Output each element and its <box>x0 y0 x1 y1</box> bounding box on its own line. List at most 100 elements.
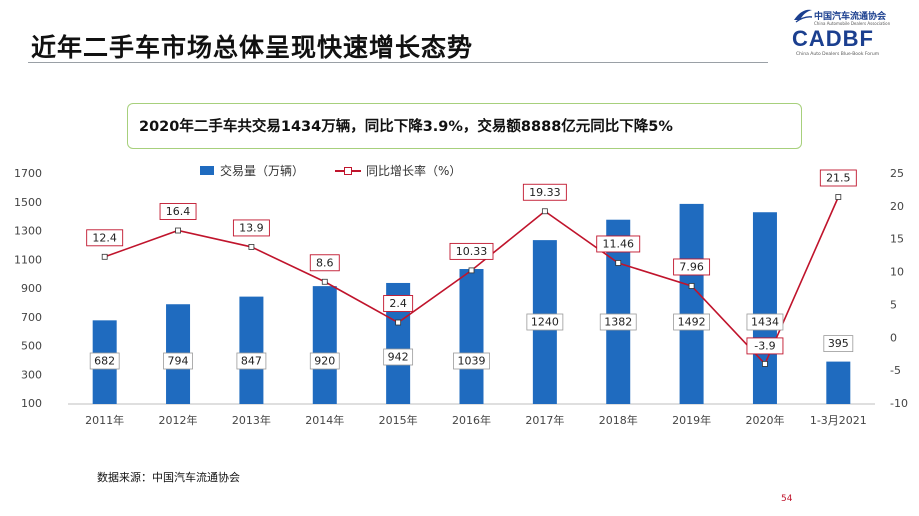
bar-value-label: 395 <box>828 337 849 350</box>
point-value-label: 10.33 <box>456 245 488 258</box>
bar-value-label: 920 <box>314 355 335 368</box>
legend-bar-label: 交易量（万辆） <box>220 164 305 178</box>
line-point <box>101 253 108 260</box>
bar-value-label: 1382 <box>604 316 632 329</box>
bar-value-box <box>163 352 193 370</box>
y-left-tick-label: 500 <box>21 340 42 353</box>
line-point <box>321 278 328 285</box>
point-value-box <box>673 258 711 276</box>
x-tick-label: 2011年 <box>85 413 124 427</box>
bar <box>459 269 484 404</box>
x-tick-label: 2018年 <box>599 413 638 427</box>
line-point <box>835 194 842 200</box>
point-value-label: 21.5 <box>826 172 851 185</box>
x-tick-label: 2019年 <box>672 413 711 427</box>
logo-emblem-icon <box>794 9 813 23</box>
title-divider <box>28 62 768 63</box>
y-right-tick-label: -10 <box>890 397 908 410</box>
point-value-label: 16.4 <box>166 205 191 218</box>
x-tick-label: 2012年 <box>159 413 198 427</box>
legend-bar-swatch <box>200 166 214 175</box>
logo-main-text: CADBF <box>792 26 874 51</box>
x-tick-label: 2015年 <box>379 413 418 427</box>
y-left-tick-label: 700 <box>21 311 42 324</box>
logo-sub-text: China Auto Dealers Blue-Book Forum <box>796 52 880 57</box>
bar-value-label: 682 <box>94 355 115 368</box>
bar-value-box <box>599 313 637 331</box>
point-value-label: 19.33 <box>529 186 561 199</box>
line-point <box>395 319 402 326</box>
point-value-box <box>232 219 270 237</box>
y-left-tick-label: 100 <box>21 397 42 410</box>
point-value-box <box>383 295 414 312</box>
bar-value-box <box>309 352 340 370</box>
bar-value-box <box>746 313 784 331</box>
point-value-label: 13.9 <box>239 221 264 234</box>
x-tick-label: 2013年 <box>232 413 271 427</box>
bar-value-label: 1492 <box>678 316 706 329</box>
point-value-label: 11.46 <box>602 237 634 250</box>
bar-value-box <box>236 352 267 370</box>
line-point <box>615 260 622 266</box>
line-point <box>468 267 475 274</box>
bar-value-box <box>383 348 414 366</box>
y-left-tick-label: 1500 <box>14 196 42 209</box>
bar <box>752 212 777 404</box>
bar <box>679 203 704 404</box>
bar-value-label: 1240 <box>531 316 559 329</box>
point-value-box <box>596 235 641 253</box>
bar-value-box <box>453 352 490 370</box>
line-point <box>248 244 255 250</box>
logo-cn-name: 中国汽车流通协会 <box>814 12 887 22</box>
line-point <box>762 361 768 367</box>
x-tick-label: 2020年 <box>745 413 784 427</box>
bar-value-label: 1434 <box>751 316 779 329</box>
y-left-tick-label: 1100 <box>14 253 42 266</box>
point-value-label: 7.96 <box>679 260 704 273</box>
point-value-box <box>819 169 857 187</box>
bar <box>826 361 851 404</box>
x-tick-label: 2016年 <box>452 413 491 427</box>
cadbf-logo: 中国汽车流通协会 China Automobile Dealers Associ… <box>790 6 908 62</box>
y-right-tick-label: 20 <box>890 200 904 213</box>
bar-value-label: 847 <box>241 355 262 368</box>
point-value-label: 8.6 <box>316 256 334 269</box>
bar-value-box <box>823 335 854 352</box>
x-tick-label: 2017年 <box>525 413 564 427</box>
line-point <box>688 283 695 289</box>
y-right-tick-label: 0 <box>890 331 897 344</box>
bar-value-box <box>89 352 120 370</box>
summary-callout: 2020年二手车共交易1434万辆，同比下降3.9%，交易额8888亿元同比下降… <box>127 103 802 149</box>
bar-value-box <box>526 313 564 331</box>
line-point <box>541 208 548 215</box>
y-right-tick-label: 25 <box>890 167 904 180</box>
point-value-box <box>309 254 340 272</box>
point-value-box <box>449 242 494 260</box>
bar-value-label: 794 <box>168 355 189 368</box>
bar-value-label: 1039 <box>458 355 486 368</box>
y-right-tick-label: 5 <box>890 298 897 311</box>
point-value-box <box>746 337 784 355</box>
bar <box>239 296 264 404</box>
y-left-tick-label: 1300 <box>14 225 42 238</box>
point-value-label: 12.4 <box>92 231 117 244</box>
page-title: 近年二手车市场总体呈现快速增长态势 <box>31 33 474 62</box>
legend-line-label: 同比增长率（%） <box>366 164 462 178</box>
point-value-label: 2.4 <box>389 297 407 310</box>
point-value-box <box>86 229 124 247</box>
y-left-tick-label: 1700 <box>14 167 42 180</box>
line-point <box>175 227 181 234</box>
legend-line-marker <box>344 167 352 175</box>
bar-value-label: 942 <box>388 351 409 364</box>
y-right-tick-label: 10 <box>890 266 904 279</box>
y-right-tick-label: 15 <box>890 233 904 246</box>
page-number: 54 <box>781 494 793 504</box>
point-value-box <box>159 203 197 220</box>
bar <box>312 286 337 404</box>
y-left-tick-label: 300 <box>21 368 42 381</box>
data-source: 数据来源：中国汽车流通协会 <box>97 471 240 484</box>
x-tick-label: 2014年 <box>305 413 344 427</box>
point-value-box <box>522 183 567 201</box>
y-right-tick-label: -5 <box>890 364 901 377</box>
